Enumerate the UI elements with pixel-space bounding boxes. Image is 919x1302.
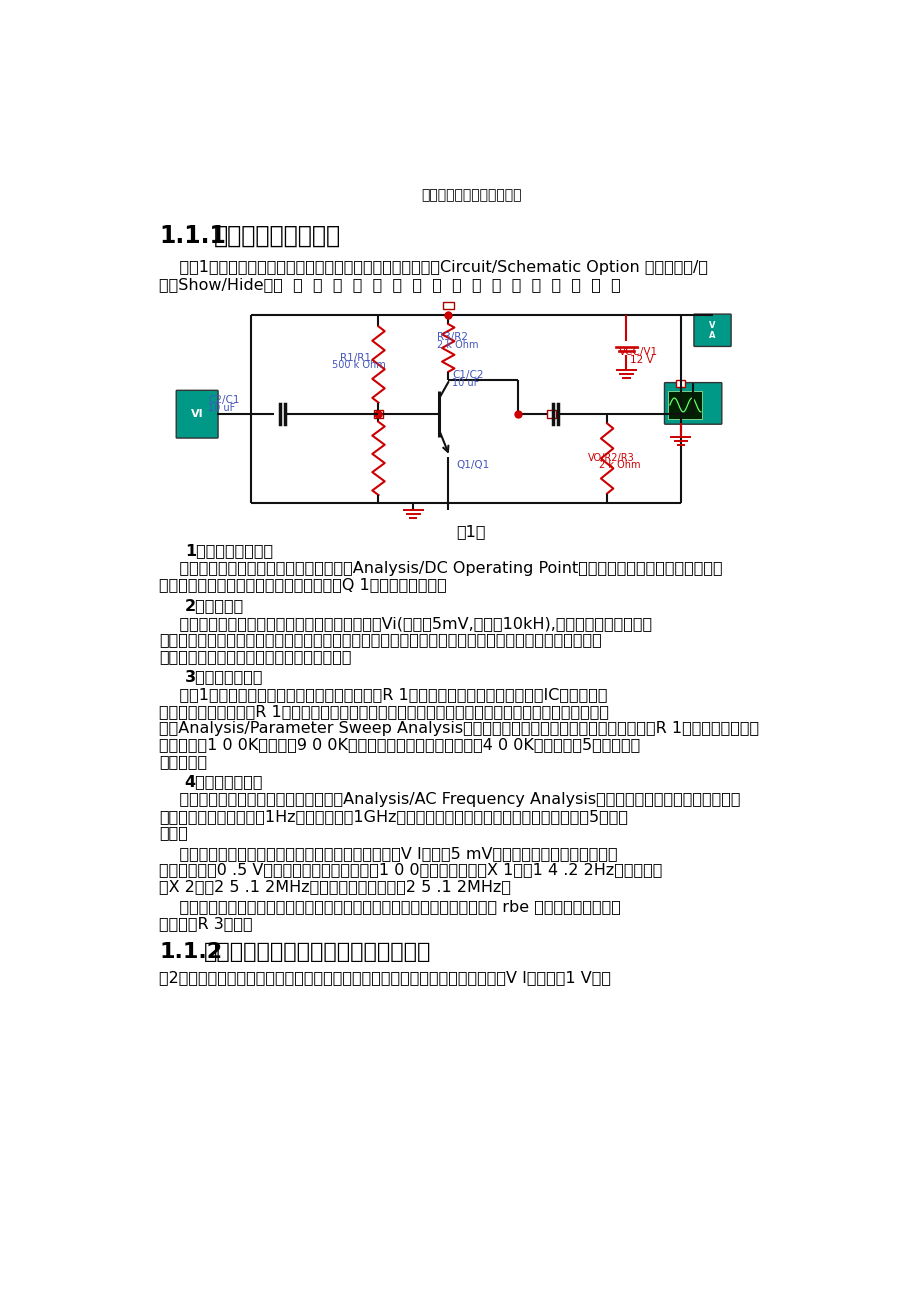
Text: 1.1.2: 1.1.2 [159, 943, 222, 962]
Text: 暂态分析。: 暂态分析。 [159, 754, 207, 768]
Text: 3．参数扫描分析: 3．参数扫描分析 [185, 669, 263, 685]
Text: R3/R2: R3/R2 [437, 332, 467, 342]
Text: （X 2）为2 5 .1 2MHz，放大器的通频带约为2 5 .1 2MHz。: （X 2）为2 5 .1 2MHz，放大器的通频带约为2 5 .1 2MHz。 [159, 879, 511, 894]
Bar [675, 380, 685, 387]
Text: 电压幅值约为0 .5 V，中频电压放大倍数约为－1 0 0倍，下限频率（X 1）为1 4 .2 2Hz，上限频率: 电压幅值约为0 .5 V，中频电压放大倍数约为－1 0 0倍，下限频率（X 1）… [159, 862, 662, 878]
Text: 数字多用表直接测量）分析结果表明晶体管Q 1工作在放大状态。: 数字多用表直接测量）分析结果表明晶体管Q 1工作在放大状态。 [159, 577, 447, 592]
Text: 10 uF: 10 uF [208, 402, 235, 413]
Bar [442, 302, 453, 310]
Text: 描起始值为1 0 0K，终值为9 0 0K，扫描方式为线性，步长增量为4 0 0K，输出节点5，扫描用于: 描起始值为1 0 0K，终值为9 0 0K，扫描方式为线性，步长增量为4 0 0… [159, 737, 640, 753]
Text: 1.1.1: 1.1.1 [159, 224, 226, 247]
Text: Q1/Q1: Q1/Q1 [456, 461, 489, 470]
Text: 按图1搭建共射极基本放大电路，选择电路菜单电路图选项（Circuit/Schematic Option ）中的显示/隐: 按图1搭建共射极基本放大电路，选择电路菜单电路图选项（Circuit/Schem… [159, 260, 708, 275]
Text: VCC/V1: VCC/V1 [618, 348, 657, 357]
Text: 输出波形。由波形图可观察到电路的输入，输出电压信号反相位关系。再一种直接测量电压放大倍数的简: 输出波形。由波形图可观察到电路的输入，输出电压信号反相位关系。再一种直接测量电压… [159, 633, 601, 647]
Text: 在图1所示的共射极基本放大电路中，偏置电阻R 1的阻值大小直接决定了静态电流IC的大小，保: 在图1所示的共射极基本放大电路中，偏置电阻R 1的阻值大小直接决定了静态电流IC… [159, 687, 607, 703]
Text: 500 k Ohm: 500 k Ohm [332, 361, 385, 370]
Text: VI: VI [190, 409, 203, 419]
Text: 便方法是用仪器库中的数字多用表直接测得。: 便方法是用仪器库中的数字多用表直接测得。 [159, 648, 351, 664]
Text: VO/R2/R3: VO/R2/R3 [587, 453, 634, 462]
Text: 选择分析菜单中的直流工作点分析选项（Analysis/DC Operating Point）（当然，也可以使用仪器库中的: 选择分析菜单中的直流工作点分析选项（Analysis/DC Operating … [159, 561, 722, 575]
Text: 共集电极基本放大电路（射极输出器）: 共集电极基本放大电路（射极输出器） [204, 943, 431, 962]
Text: 持输入信号不变，改变R 1的阻值，可以观察到输出电压波形的失真情况。选择分析菜单中的参数扫描选: 持输入信号不变，改变R 1的阻值，可以观察到输出电压波形的失真情况。选择分析菜单… [159, 704, 608, 719]
Text: 2．动态分析: 2．动态分析 [185, 598, 244, 613]
Text: 藏（Show/Hide）按  钮  ，  设  置  并  显  示  元  件  的  标  号  与  数  值  等  。: 藏（Show/Hide）按 钮 ， 设 置 并 显 示 元 件 的 标 号 与 … [159, 277, 620, 292]
Text: 2 k Ohm: 2 k Ohm [437, 340, 478, 349]
Text: 项（Analysis/Parameter Sweep Analysis），在参数扫描设置对话框中将扫描元件设为R 1，参数为电阻，扫: 项（Analysis/Parameter Sweep Analysis），在参数… [159, 720, 758, 736]
Text: 2 k Ohm: 2 k Ohm [598, 461, 641, 470]
Text: C1/C2: C1/C2 [451, 370, 483, 380]
Text: 由图分析可得：当共射极基本放大电路输入信号电压V I为幅值5 mV的变频电压时，电路输出中频: 由图分析可得：当共射极基本放大电路输入信号电压V I为幅值5 mV的变频电压时，… [159, 846, 618, 861]
Text: （1）: （1） [456, 525, 486, 539]
Text: R1/R1: R1/R1 [339, 353, 370, 362]
Text: V
A: V A [709, 320, 715, 340]
Bar [667, 391, 702, 419]
Text: 由理论分析可得，上述共射极基本放大电路的输入电阻由晶体管的输入电阻 rbe 限定，输出电阻由集: 由理论分析可得，上述共射极基本放大电路的输入电阻由晶体管的输入电阻 rbe 限定… [159, 900, 620, 914]
Text: 共射极基本放大电路: 共射极基本放大电路 [214, 224, 341, 247]
Bar [373, 410, 382, 418]
FancyBboxPatch shape [693, 314, 731, 346]
Text: 选择分析菜单中的交流频率分析项目（Analysis/AC Frequency Analysis）在交流频率分析参数设置对话框: 选择分析菜单中的交流频率分析项目（Analysis/AC Frequency A… [159, 792, 740, 807]
Text: 节点。: 节点。 [159, 825, 187, 840]
Text: 1．静态工作点分析: 1．静态工作点分析 [185, 543, 273, 557]
FancyBboxPatch shape [664, 383, 721, 424]
Bar [546, 410, 555, 418]
Text: 用仪器库的函数发生器为电路提供正弦输入信号Vi(幅值为5mV,频率为10kH),用示波器观察到输入，: 用仪器库的函数发生器为电路提供正弦输入信号Vi(幅值为5mV,频率为10kH),… [159, 616, 652, 631]
Text: 中设定：扫描起始频率为1Hz，终止频率为1GHz，扫描形式为十进制，纵向刻度为线性，节点5做输出: 中设定：扫描起始频率为1Hz，终止频率为1GHz，扫描形式为十进制，纵向刻度为线… [159, 809, 628, 824]
Text: 海军航空工程学院毕业论文: 海军航空工程学院毕业论文 [421, 189, 521, 203]
Text: C2/C1: C2/C1 [208, 395, 239, 405]
Text: 图2为一共集电极基本放大电路，用仪器库的函数发生器为电路提供正弦输入信号V I（幅值为1 V，频: 图2为一共集电极基本放大电路，用仪器库的函数发生器为电路提供正弦输入信号V I（… [159, 970, 610, 986]
Text: 4．频率响应分析: 4．频率响应分析 [185, 775, 263, 789]
Text: 电极电阻R 3限定。: 电极电阻R 3限定。 [159, 915, 253, 931]
Text: 12 V: 12 V [630, 355, 653, 365]
Bar [159, 297, 783, 514]
FancyBboxPatch shape [176, 391, 218, 437]
Text: 10 uF: 10 uF [451, 378, 479, 388]
